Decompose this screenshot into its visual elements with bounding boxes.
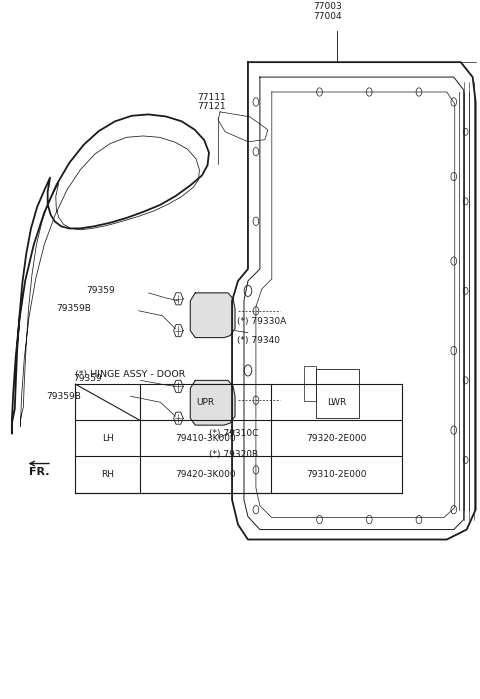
Text: 77121: 77121 [197,102,226,111]
Text: 79359B: 79359B [46,392,81,401]
Polygon shape [190,293,235,338]
Text: (*) 79330A: (*) 79330A [237,317,286,326]
Text: FR.: FR. [29,467,49,477]
Text: (*) 79310C: (*) 79310C [209,428,259,438]
Text: 79320-2E000: 79320-2E000 [306,434,367,443]
Text: (*) HINGE ASSY - DOOR: (*) HINGE ASSY - DOOR [75,370,186,379]
Text: 79359: 79359 [73,374,102,383]
Text: LH: LH [102,434,113,443]
Bar [316,370,359,418]
Text: 77003: 77003 [313,2,342,11]
Text: UPR: UPR [196,398,215,407]
Text: RH: RH [101,470,114,479]
Polygon shape [190,380,235,425]
Text: (*) 79340: (*) 79340 [237,336,280,345]
Text: 79420-3K000: 79420-3K000 [175,470,236,479]
Text: (*) 79320B: (*) 79320B [209,449,258,459]
Text: LWR: LWR [327,398,346,407]
Text: 79359: 79359 [86,287,115,296]
Text: 79410-3K000: 79410-3K000 [175,434,236,443]
Text: 79359B: 79359B [56,304,91,313]
Text: 79310-2E000: 79310-2E000 [306,470,367,479]
Text: 77004: 77004 [313,12,342,21]
Text: 77111: 77111 [197,92,226,101]
Bar [304,366,316,401]
